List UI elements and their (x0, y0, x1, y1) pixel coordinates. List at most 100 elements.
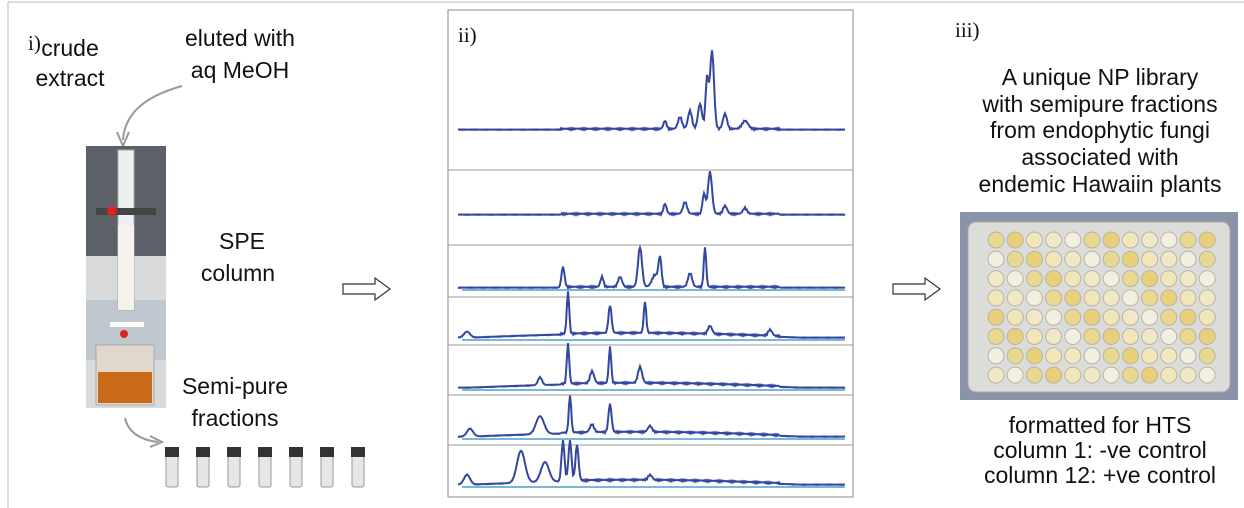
flow-arrow (342, 276, 392, 302)
chromatogram-box (447, 9, 854, 498)
well (1006, 231, 1024, 249)
well (1121, 231, 1139, 249)
vial-cap (196, 447, 210, 457)
well (1179, 328, 1197, 345)
vial-cap (165, 447, 179, 457)
well (1006, 308, 1024, 326)
well (1006, 366, 1024, 384)
panel-label: iii) (955, 18, 980, 42)
well (1179, 289, 1197, 307)
well (1160, 366, 1178, 384)
chromatogram (457, 439, 846, 487)
well (1025, 328, 1043, 345)
well (1102, 366, 1120, 384)
well (1198, 250, 1216, 268)
well (1064, 231, 1082, 249)
well (1025, 366, 1043, 384)
chromatogram (457, 171, 846, 218)
well (1045, 231, 1063, 249)
well (1141, 231, 1159, 249)
well (1179, 231, 1197, 249)
description: with semipure fractions (981, 91, 1217, 117)
well (1083, 366, 1101, 384)
well (1064, 270, 1082, 288)
chromatograms (448, 50, 853, 488)
chromatogram (457, 395, 846, 439)
annotation: SPE (219, 228, 265, 254)
well (1064, 347, 1082, 365)
chromatogram (457, 291, 846, 340)
well (987, 347, 1005, 365)
well (1179, 347, 1197, 365)
well (1102, 347, 1120, 365)
vial-cap (258, 447, 272, 457)
well (1102, 270, 1120, 288)
well (1045, 289, 1063, 307)
description: endemic Hawaiin plants (979, 171, 1222, 197)
wells (987, 231, 1216, 384)
annotation: Semi-pure (182, 373, 288, 399)
panel-label: ii) (458, 23, 477, 47)
well (1198, 347, 1216, 365)
well (1160, 347, 1178, 365)
well (1045, 250, 1063, 268)
well (1160, 231, 1178, 249)
vial-cap (351, 447, 365, 457)
vial-cap (227, 447, 241, 457)
well (1141, 347, 1159, 365)
well (1179, 308, 1197, 326)
well (1083, 270, 1101, 288)
well (987, 250, 1005, 268)
well (1141, 250, 1159, 268)
annotation: aq MeOH (191, 57, 289, 83)
arrow (124, 417, 159, 443)
well (1121, 308, 1139, 326)
well (1102, 231, 1120, 249)
well (1064, 328, 1082, 345)
well (1064, 250, 1082, 268)
footer: column 1: -ve control (993, 437, 1206, 463)
chromatogram (457, 244, 846, 291)
chromatogram (457, 50, 846, 133)
well (1102, 250, 1120, 268)
well (1006, 270, 1024, 288)
well (987, 231, 1005, 249)
well (1083, 308, 1101, 326)
vial-cap (320, 447, 334, 457)
well (1141, 366, 1159, 384)
well (1198, 289, 1216, 307)
well (1141, 289, 1159, 307)
well (1083, 250, 1101, 268)
well (1006, 328, 1024, 345)
well (1083, 289, 1101, 307)
flow-arrow (892, 276, 942, 302)
well (1121, 250, 1139, 268)
well (1045, 328, 1063, 345)
well (1025, 289, 1043, 307)
well (1198, 328, 1216, 345)
vials (165, 447, 365, 488)
well (1045, 347, 1063, 365)
annotation: crude (41, 35, 99, 61)
well (1045, 270, 1063, 288)
well (1006, 289, 1024, 307)
description: A unique NP library (1002, 64, 1199, 90)
well (1198, 231, 1216, 249)
well (1006, 250, 1024, 268)
annotation: eluted with (185, 25, 295, 51)
annotation: fractions (192, 405, 279, 431)
well (1198, 308, 1216, 326)
well (1025, 347, 1043, 365)
column-photo (86, 146, 166, 408)
well (1025, 308, 1043, 326)
well (1121, 366, 1139, 384)
well (1121, 270, 1139, 288)
well (1179, 250, 1197, 268)
well (1083, 347, 1101, 365)
well (987, 308, 1005, 326)
well (1025, 250, 1043, 268)
well (1102, 289, 1120, 307)
well (1160, 289, 1178, 307)
well (1160, 270, 1178, 288)
annotation: extract (35, 65, 105, 91)
